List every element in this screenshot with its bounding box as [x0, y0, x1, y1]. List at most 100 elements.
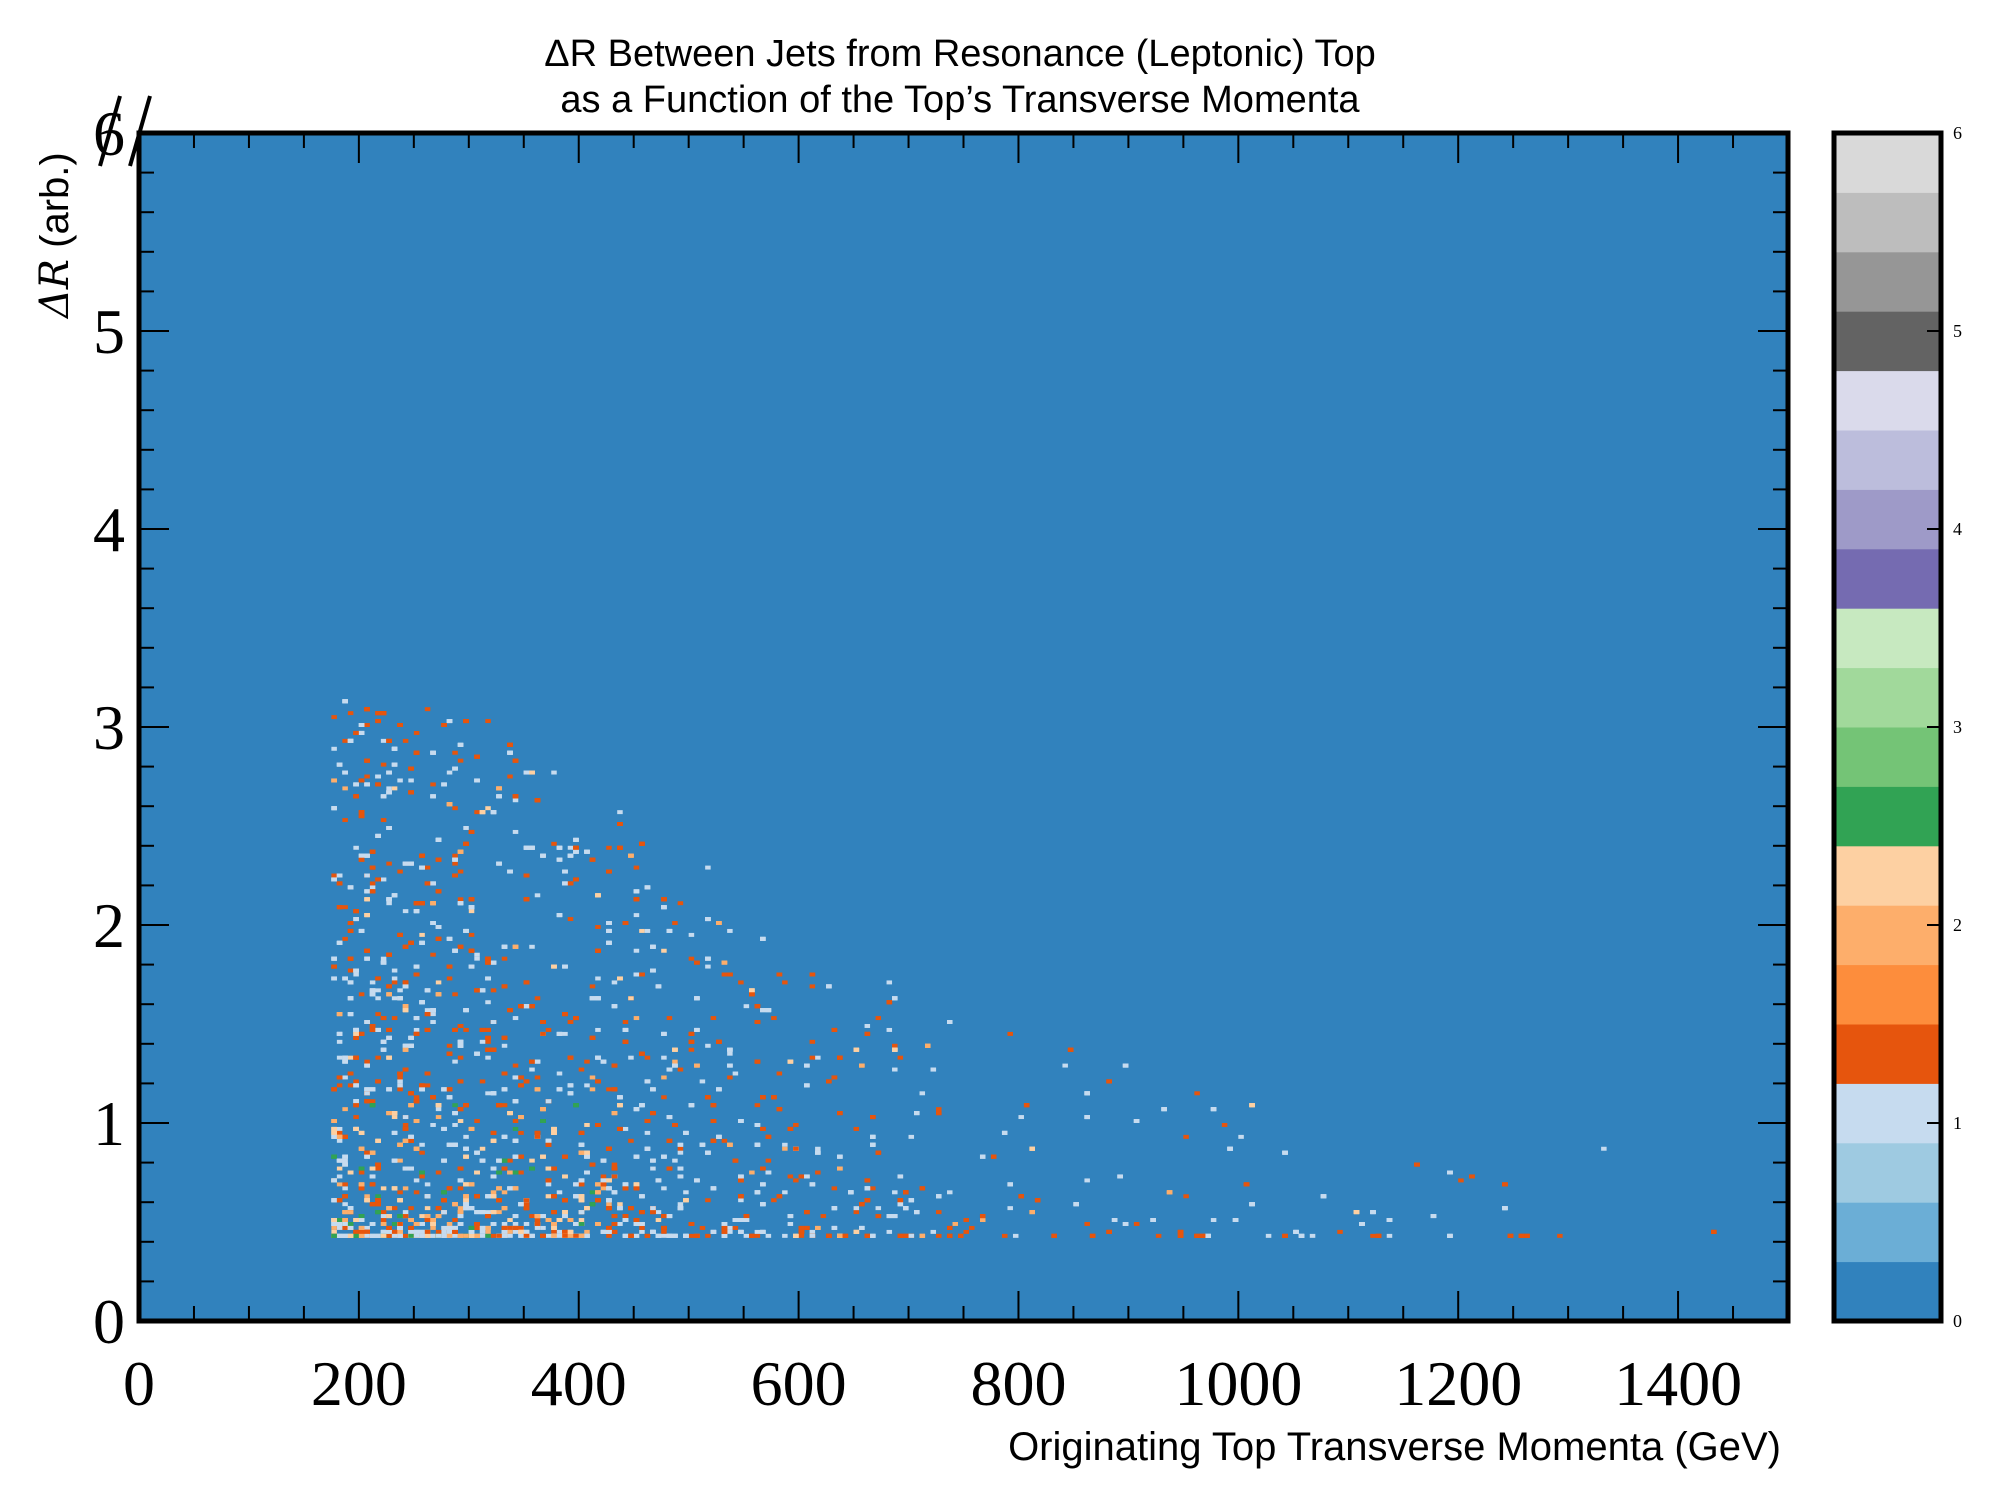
- heatmap-bin: [501, 1229, 508, 1234]
- heatmap-bin: [809, 1039, 816, 1044]
- heatmap-bin: [364, 1150, 370, 1155]
- heatmap-bin: [347, 980, 354, 985]
- heatmap-bin: [369, 885, 376, 890]
- heatmap-bin: [578, 1198, 585, 1203]
- heatmap-bin: [380, 1222, 387, 1226]
- heatmap-bin: [556, 913, 563, 918]
- heatmap-bin: [831, 1186, 838, 1191]
- heatmap-bin: [408, 1166, 414, 1171]
- heatmap-bin: [441, 1190, 447, 1195]
- heatmap-bin: [540, 853, 546, 858]
- heatmap-bin: [369, 988, 376, 993]
- heatmap-bin: [853, 1206, 860, 1211]
- heatmap-bin: [413, 901, 420, 906]
- heatmap-bin: [617, 1095, 623, 1100]
- heatmap-bin: [1298, 1233, 1305, 1238]
- heatmap-bin: [413, 1095, 420, 1100]
- heatmap-bin: [507, 774, 513, 779]
- heatmap-bin: [347, 1225, 354, 1230]
- heatmap-bin: [661, 1075, 667, 1080]
- heatmap-bin: [518, 1130, 524, 1135]
- heatmap-bin: [677, 1150, 684, 1155]
- heatmap-bin: [408, 1091, 414, 1096]
- heatmap-bin: [441, 782, 447, 787]
- heatmap-bin: [474, 956, 480, 961]
- heatmap-bin: [1375, 1233, 1382, 1238]
- heatmap-bin: [567, 1083, 574, 1088]
- colorbar-segments: [1834, 133, 1941, 1322]
- heatmap-bin: [336, 1134, 343, 1139]
- heatmap-bin: [485, 1039, 491, 1044]
- heatmap-bin: [1507, 1233, 1514, 1238]
- heatmap-bin: [639, 1229, 645, 1234]
- heatmap-bin: [721, 1138, 728, 1143]
- heatmap-bin: [622, 1126, 629, 1131]
- heatmap-bin: [424, 1194, 431, 1199]
- heatmap-bin: [562, 964, 568, 969]
- heatmap-bin: [430, 782, 436, 787]
- heatmap-bin: [892, 1067, 898, 1072]
- heatmap-bin: [397, 1214, 403, 1219]
- heatmap-bin: [809, 1055, 816, 1060]
- heatmap-bin: [1084, 1091, 1090, 1096]
- heatmap-bin: [369, 1027, 376, 1032]
- heatmap-bin: [468, 1126, 475, 1131]
- colorbar-segment: [1834, 1261, 1941, 1322]
- heatmap-bin: [727, 1047, 733, 1052]
- heatmap-bin: [518, 1202, 524, 1207]
- heatmap-bin: [397, 1075, 403, 1080]
- heatmap-bin: [578, 1182, 585, 1187]
- heatmap-bin: [463, 1008, 469, 1013]
- heatmap-bin: [611, 1162, 618, 1167]
- heatmap-bin: [595, 1222, 601, 1226]
- heatmap-bin: [870, 1134, 876, 1139]
- heatmap-bin: [391, 1229, 398, 1234]
- heatmap-bin: [837, 1166, 843, 1171]
- heatmap-bin: [650, 1166, 656, 1171]
- heatmap-bin: [765, 1158, 772, 1163]
- heatmap-bin: [490, 1091, 497, 1096]
- heatmap-bin: [397, 1142, 403, 1147]
- heatmap-bin: [501, 1087, 508, 1092]
- heatmap-bin: [622, 1027, 629, 1032]
- heatmap-bin: [446, 1225, 453, 1230]
- heatmap-bin: [1106, 1079, 1112, 1084]
- colorbar-tick-label: 5: [1953, 321, 1962, 341]
- heatmap-bin: [661, 1055, 667, 1060]
- heatmap-bin: [1161, 1107, 1167, 1112]
- heatmap-bin: [573, 1194, 579, 1199]
- heatmap-bin: [512, 794, 519, 799]
- heatmap-bin: [364, 1194, 370, 1199]
- heatmap-bin: [512, 1138, 519, 1143]
- heatmap-bin: [782, 1190, 788, 1195]
- heatmap-bin: [435, 1107, 442, 1112]
- heatmap-bin: [419, 853, 425, 858]
- heatmap-bin: [1293, 1229, 1299, 1234]
- heatmap-bin: [600, 1158, 607, 1163]
- heatmap-bin: [380, 956, 387, 961]
- heatmap-bin: [397, 778, 403, 783]
- heatmap-bin: [402, 909, 409, 914]
- heatmap-bin: [650, 1158, 656, 1163]
- heatmap-bin: [556, 1233, 563, 1238]
- heatmap-bin: [578, 1142, 585, 1147]
- heatmap-bin: [485, 1000, 491, 1005]
- heatmap-bin: [947, 1225, 953, 1230]
- heatmap-bin: [1029, 1146, 1035, 1151]
- heatmap-bin: [419, 1142, 425, 1147]
- heatmap-bin: [523, 873, 530, 878]
- heatmap-bin: [534, 1218, 541, 1222]
- heatmap-bin: [633, 865, 640, 870]
- heatmap-bin: [1084, 1115, 1090, 1120]
- heatmap-bin: [435, 889, 442, 894]
- heatmap-bin: [540, 1214, 546, 1219]
- heatmap-bin: [683, 1130, 689, 1135]
- heatmap-bin: [523, 1004, 530, 1009]
- heatmap-bin: [336, 1174, 343, 1179]
- heatmap-bin: [1194, 1091, 1200, 1096]
- heatmap-bin: [485, 1194, 491, 1199]
- plot-area: [98, 95, 1791, 1324]
- heatmap-bin: [743, 1233, 750, 1238]
- heatmap-bin: [650, 1229, 656, 1234]
